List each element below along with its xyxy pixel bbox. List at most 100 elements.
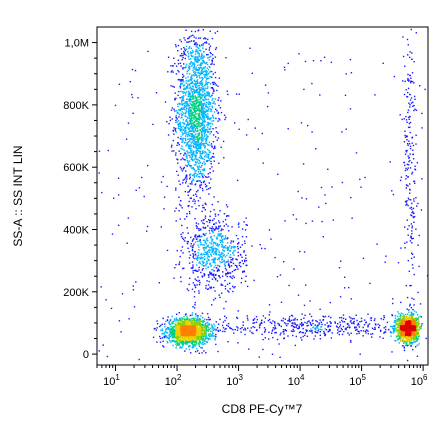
- event-point: [196, 75, 198, 77]
- event-point: [211, 247, 213, 249]
- event-point: [178, 344, 180, 346]
- event-point: [176, 319, 178, 321]
- event-point: [215, 108, 217, 110]
- event-point: [394, 325, 396, 327]
- event-point: [209, 338, 211, 340]
- event-point: [203, 73, 205, 76]
- event-point: [320, 60, 322, 62]
- event-point: [325, 329, 328, 331]
- event-point: [203, 107, 206, 110]
- event-point: [394, 317, 397, 319]
- event-point: [199, 324, 201, 327]
- event-point: [407, 318, 409, 320]
- event-point: [200, 124, 202, 126]
- event-point: [196, 336, 198, 338]
- event-point: [196, 109, 198, 112]
- event-point: [185, 45, 188, 48]
- event-point: [208, 131, 210, 133]
- event-point: [179, 121, 182, 124]
- event-point: [199, 334, 202, 336]
- event-point: [194, 56, 196, 58]
- event-point: [237, 248, 239, 250]
- event-point: [204, 226, 207, 229]
- event-point: [355, 329, 357, 331]
- event-point: [183, 178, 186, 181]
- event-point: [348, 316, 351, 318]
- event-point: [409, 284, 411, 287]
- event-point: [222, 271, 224, 273]
- event-point: [411, 225, 413, 227]
- event-point: [198, 340, 201, 342]
- event-point: [193, 88, 195, 91]
- event-point: [278, 324, 281, 327]
- event-point: [288, 284, 290, 287]
- event-point: [233, 247, 235, 249]
- event-point: [172, 344, 174, 347]
- event-point: [195, 322, 198, 324]
- event-point: [203, 163, 206, 165]
- event-point: [179, 129, 181, 131]
- event-point: [207, 103, 210, 105]
- event-point: [200, 323, 202, 326]
- event-point: [212, 227, 214, 230]
- event-point: [305, 284, 307, 286]
- event-point: [176, 118, 178, 120]
- event-point: [407, 204, 409, 207]
- event-point: [191, 337, 194, 339]
- event-point: [197, 223, 200, 225]
- event-point: [188, 348, 191, 351]
- event-point: [198, 320, 201, 322]
- event-point: [299, 323, 301, 325]
- event-point: [189, 86, 192, 88]
- event-point: [411, 297, 413, 299]
- event-point: [197, 118, 200, 121]
- event-point: [166, 335, 168, 338]
- event-point: [300, 336, 302, 339]
- event-point: [193, 66, 195, 69]
- event-point: [362, 326, 364, 329]
- event-point: [174, 210, 176, 212]
- event-point: [176, 158, 178, 160]
- event-point: [214, 325, 216, 327]
- event-point: [272, 329, 274, 331]
- event-point: [400, 339, 402, 341]
- event-point: [201, 343, 203, 345]
- event-point: [206, 61, 208, 64]
- event-point: [404, 80, 406, 83]
- event-point: [195, 107, 198, 110]
- event-point: [198, 179, 200, 182]
- event-point: [196, 329, 198, 331]
- event-point: [189, 165, 191, 167]
- event-point: [197, 255, 199, 257]
- event-point: [228, 256, 231, 258]
- event-point: [165, 336, 167, 338]
- event-point: [337, 323, 339, 325]
- event-point: [204, 150, 206, 153]
- event-point: [407, 344, 410, 346]
- event-point: [191, 115, 193, 117]
- event-point: [198, 68, 200, 71]
- event-point: [197, 320, 199, 323]
- event-point: [199, 72, 201, 75]
- event-point: [211, 123, 214, 125]
- event-point: [232, 240, 235, 242]
- event-point: [187, 138, 189, 140]
- event-point: [291, 315, 294, 317]
- event-point: [181, 107, 183, 109]
- event-point: [131, 96, 134, 99]
- event-point: [405, 342, 407, 344]
- event-point: [192, 102, 194, 104]
- event-point: [173, 336, 175, 339]
- event-point: [175, 339, 178, 342]
- event-point: [262, 315, 265, 317]
- event-point: [161, 323, 163, 325]
- event-point: [207, 246, 209, 248]
- event-point: [210, 228, 213, 230]
- event-point: [209, 271, 211, 273]
- event-point: [190, 323, 193, 325]
- event-point: [197, 173, 199, 175]
- event-point: [203, 168, 205, 170]
- event-point: [201, 312, 204, 314]
- event-point: [213, 102, 215, 104]
- event-point: [203, 115, 205, 117]
